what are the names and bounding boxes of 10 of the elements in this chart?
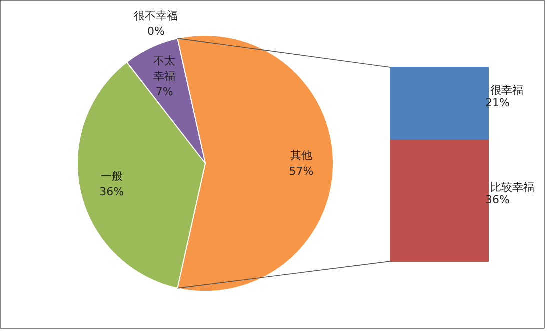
data-label: 7%: [156, 86, 174, 99]
slice-label: 不太幸福: [154, 54, 176, 84]
data-label: 36%: [100, 186, 124, 199]
data-label: 57%: [289, 164, 314, 178]
series-label: 比较幸福: [490, 181, 534, 194]
category-label: 很不幸福: [134, 9, 178, 22]
slice-label: 一般: [100, 170, 123, 184]
slice-label: 其他: [290, 149, 312, 162]
text: 0%: [148, 24, 165, 38]
series-label: 很幸福: [490, 84, 524, 98]
